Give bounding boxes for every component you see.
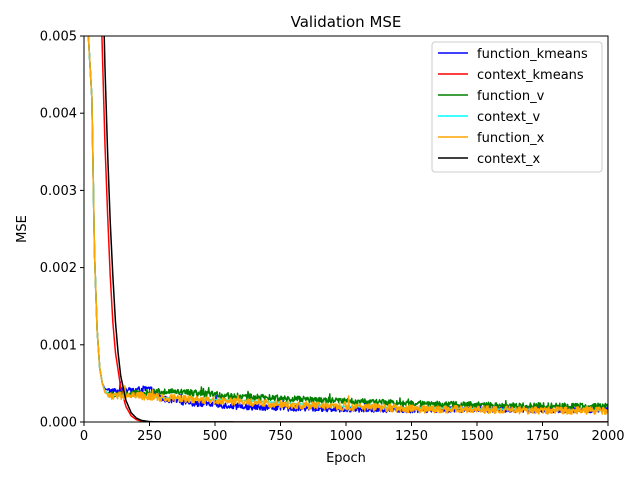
chart-title: Validation MSE — [291, 13, 402, 31]
series-line-function_v — [87, 36, 608, 411]
legend-label-function_kmeans: function_kmeans — [477, 47, 588, 62]
y-tick-label: 0.003 — [40, 184, 77, 199]
y-axis-label: MSE — [15, 215, 30, 243]
x-tick-label: 0 — [80, 429, 88, 444]
legend-box — [431, 41, 603, 173]
y-tick-label: 0.004 — [40, 107, 77, 122]
legend-label-context_x: context_x — [477, 152, 540, 167]
x-tick-label: 1500 — [460, 429, 493, 444]
x-tick-label: 250 — [137, 429, 162, 444]
legend-label-context_kmeans: context_kmeans — [477, 68, 584, 83]
legend-label-function_x: function_x — [477, 131, 545, 146]
x-tick-label: 1250 — [395, 429, 428, 444]
x-tick-label: 1000 — [329, 429, 362, 444]
x-tick-label: 750 — [268, 429, 293, 444]
y-tick-label: 0.005 — [40, 30, 77, 45]
y-tick-label: 0.000 — [40, 416, 77, 431]
y-tick-label: 0.002 — [40, 261, 77, 276]
series-line-function_x — [87, 36, 608, 415]
legend-label-function_v: function_v — [477, 89, 545, 104]
x-axis: 0 250 500 750 1000 1250 1500 1750 2000 — [80, 422, 625, 444]
legend-label-context_v: context_v — [477, 110, 540, 125]
x-axis-label: Epoch — [326, 451, 366, 466]
y-tick-label: 0.001 — [40, 338, 77, 353]
x-tick-label: 1750 — [526, 429, 559, 444]
legend: function_kmeans context_kmeans function_vc… — [431, 41, 603, 173]
x-tick-label: 2000 — [591, 429, 624, 444]
x-tick-label: 500 — [203, 429, 228, 444]
y-axis: 0.000 0.001 0.002 0.003 0.004 0.005 — [40, 30, 84, 431]
